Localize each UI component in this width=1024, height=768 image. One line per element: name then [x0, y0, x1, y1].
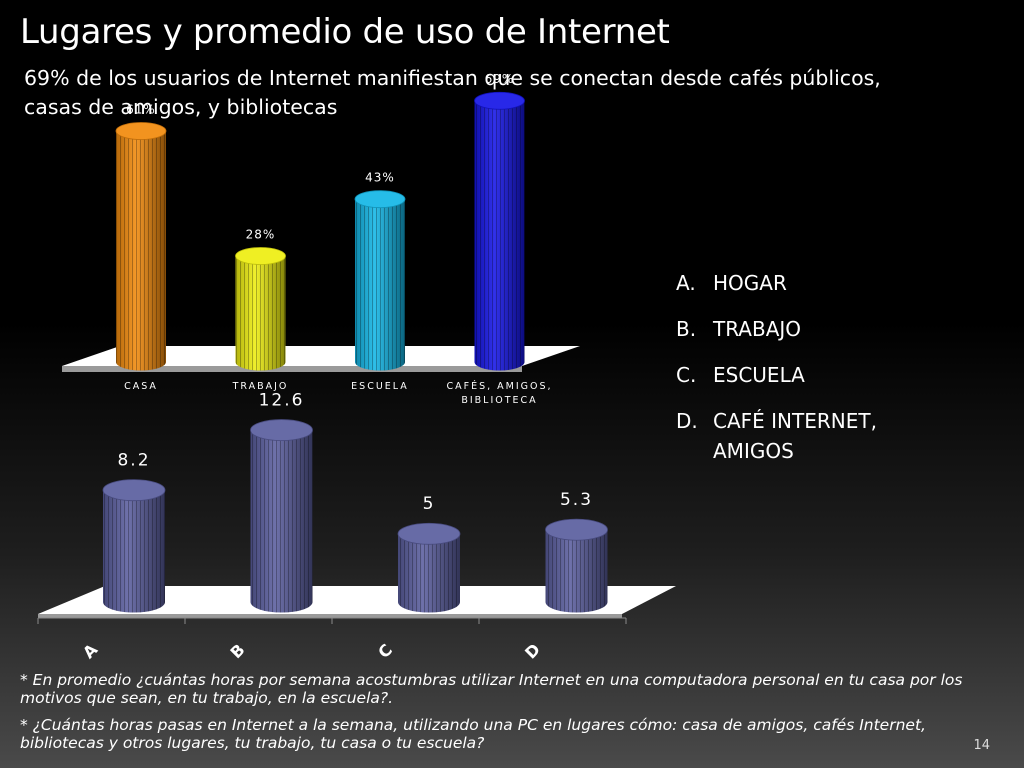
legend-item: B. TRABAJO [676, 314, 913, 344]
slide-title: Lugares y promedio de uso de Internet [20, 12, 670, 52]
hours-data-label: 5 [423, 494, 436, 514]
legend-text: ESCUELA [713, 363, 805, 387]
legend-key: D. [676, 409, 698, 433]
hours-data-label: 12.6 [259, 391, 305, 411]
bar-hours-1 [250, 419, 313, 613]
hours-category-label: D [521, 640, 544, 663]
hours-data-label: 8.2 [117, 451, 150, 471]
legend-item: C. ESCUELA [676, 360, 913, 390]
slide-subtitle: 69% de los usuarios de Internet manifies… [24, 66, 881, 119]
legend-key: B. [676, 317, 697, 341]
bar-places-3 [474, 91, 525, 371]
places-floor [62, 346, 580, 366]
places-category-label: ESCUELA [351, 381, 409, 392]
legend-text: HOGAR [713, 271, 787, 295]
places-floor-edge [62, 366, 522, 372]
bar-places-2 [354, 190, 406, 371]
places-category-label: BIBLIOTECA [461, 395, 537, 406]
bar-hours-3 [545, 518, 608, 613]
bar-places-0 [115, 122, 167, 371]
places-category-label: CASA [124, 381, 158, 392]
legend-text: CAFÉ INTERNET, AMIGOS [713, 409, 877, 463]
bar-hours-0 [102, 479, 166, 613]
places-category-label: CAFÉS, AMIGOS, [446, 380, 552, 392]
letter-legend: A. HOGAR B. TRABAJO C. ESCUELA D. CAFÉ INTER… [676, 268, 913, 482]
hours-category-label: A [79, 640, 102, 663]
places-data-label: 69% [485, 72, 515, 86]
bar-places-1 [235, 247, 286, 371]
hours-category-label: C [374, 640, 396, 662]
page-number: 14 [973, 738, 990, 753]
legend-key: C. [676, 363, 697, 387]
hours-floor-edge [38, 614, 622, 618]
bar-hours-2 [397, 522, 461, 613]
hours-data-label: 5.3 [560, 490, 593, 510]
hours-category-label: B [227, 640, 249, 662]
legend-key: A. [676, 271, 696, 295]
places-data-label: 61% [126, 103, 156, 117]
places-category-label: TRABAJO [232, 381, 289, 392]
legend-item: D. CAFÉ INTERNET, AMIGOS [676, 406, 913, 466]
legend-item: A. HOGAR [676, 268, 913, 298]
legend-text: TRABAJO [713, 317, 802, 341]
footnote-hours-other-places: * ¿Cuántas horas pasas en Internet a la … [20, 716, 926, 752]
footnote-hours-home-work: * En promedio ¿cuántas horas por semana … [20, 671, 963, 707]
places-data-label: 28% [246, 227, 276, 241]
places-data-label: 43% [365, 171, 395, 185]
hours-floor [38, 586, 676, 614]
